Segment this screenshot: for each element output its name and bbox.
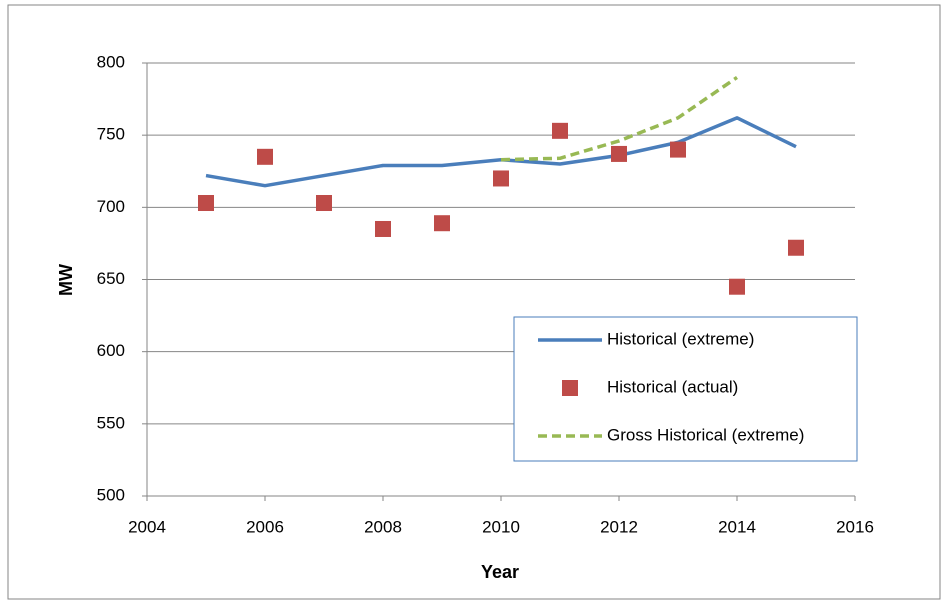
y-tick-label: 500 [97, 485, 125, 504]
x-tick-label: 2014 [718, 517, 756, 536]
x-tick-label: 2012 [600, 517, 638, 536]
y-tick-label: 750 [97, 125, 125, 144]
data-point [493, 170, 509, 187]
y-tick-label: 600 [97, 341, 125, 360]
x-tick-label: 2010 [482, 517, 520, 536]
x-tick-label: 2006 [246, 517, 284, 536]
x-tick-label: 2016 [836, 517, 874, 536]
data-point [198, 195, 214, 212]
legend-label: Gross Historical (extreme) [607, 425, 804, 444]
x-tick-label: 2008 [364, 517, 402, 536]
data-point [257, 148, 273, 165]
x-tick-label: 2004 [128, 517, 166, 536]
data-point [670, 141, 686, 158]
data-point [375, 220, 391, 237]
data-point [788, 239, 804, 256]
chart-border [7, 4, 941, 600]
legend-swatch [562, 380, 578, 396]
series-line [500, 75, 738, 162]
y-tick-label: 650 [97, 269, 125, 288]
y-tick-label: 700 [97, 197, 125, 216]
y-axis-title: MW [56, 264, 76, 296]
x-axis-title: Year [481, 562, 519, 582]
y-tick-label: 550 [97, 413, 125, 432]
legend-label: Historical (extreme) [607, 329, 754, 348]
data-point [552, 122, 568, 139]
y-tick-label: 800 [97, 52, 125, 71]
data-point [316, 195, 332, 212]
data-point [611, 145, 627, 162]
data-point [434, 215, 450, 232]
data-point [729, 278, 745, 295]
legend-label: Historical (actual) [607, 377, 738, 396]
